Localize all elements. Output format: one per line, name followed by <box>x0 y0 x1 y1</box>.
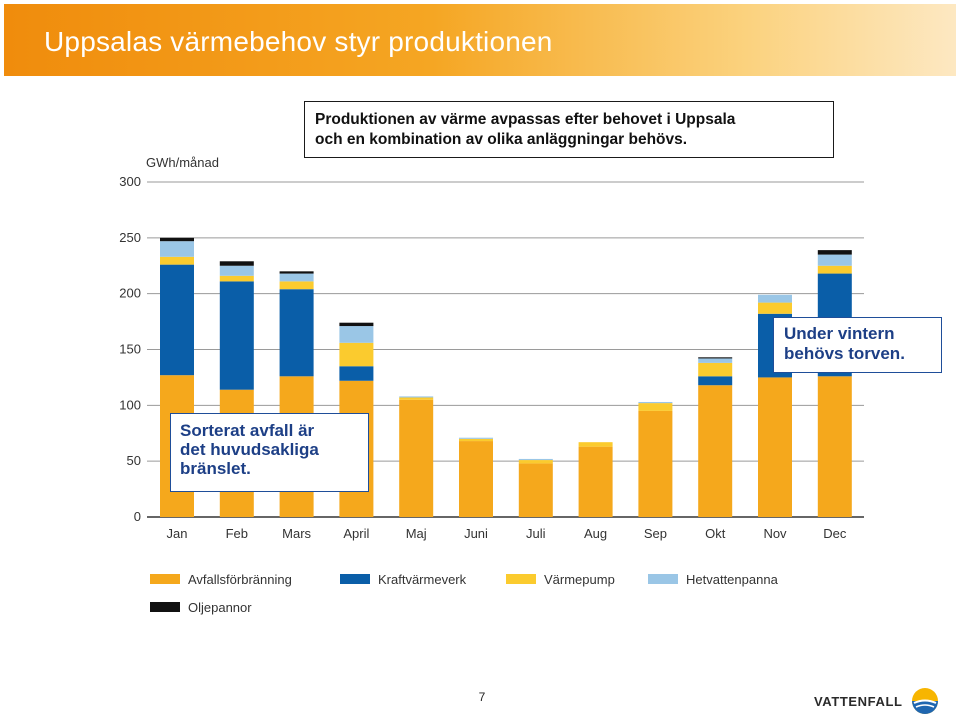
bar-segment <box>698 358 733 363</box>
bar-segment <box>817 250 852 255</box>
bar-segment <box>638 410 673 517</box>
callout-winter-line1: Under vintern <box>784 324 895 343</box>
bar-segment <box>578 442 613 447</box>
bar-segment <box>758 294 792 303</box>
bar-segment <box>518 463 553 517</box>
x-tick-label: Okt <box>705 526 726 541</box>
x-tick-label: April <box>343 526 369 541</box>
bar-segment <box>219 275 254 282</box>
bar-segment <box>160 264 194 376</box>
bar-segment <box>160 256 194 265</box>
bar-segment <box>219 281 254 390</box>
callout-waste-line1: Sorterat avfall är <box>180 421 315 440</box>
bar-segment <box>219 265 254 276</box>
title-bar: Uppsalas värmebehov styr produktionen <box>4 4 956 76</box>
y-tick-label: 250 <box>119 230 141 245</box>
x-tick-label: Maj <box>406 526 427 541</box>
bar-segment <box>339 322 374 327</box>
bar-segment <box>638 403 673 411</box>
bar-segment <box>160 237 194 242</box>
bar-segment <box>399 397 434 400</box>
legend-swatch <box>150 574 180 584</box>
y-tick-label: 200 <box>119 286 141 301</box>
callout-winter-line2: behövs torven. <box>784 344 905 363</box>
bar-segment <box>219 261 254 266</box>
x-tick-label: Jan <box>167 526 188 541</box>
y-tick-label: 300 <box>119 174 141 189</box>
logo-text: VATTENFALL <box>814 694 903 709</box>
legend-label: Kraftvärmeverk <box>378 572 467 587</box>
bar-segment <box>339 342 374 367</box>
x-tick-label: Feb <box>226 526 248 541</box>
bar-segment <box>698 376 733 386</box>
bar-segment <box>459 438 493 442</box>
sun-wave-logo-icon <box>912 688 938 714</box>
y-tick-label: 0 <box>134 509 141 524</box>
legend-swatch <box>506 574 536 584</box>
bar-segment <box>279 289 314 377</box>
y-tick-label: 50 <box>127 453 141 468</box>
bar-segment <box>698 385 733 517</box>
bar-segment <box>459 441 493 517</box>
x-tick-label: Sep <box>644 526 667 541</box>
y-tick-label: 150 <box>119 342 141 357</box>
legend-swatch <box>648 574 678 584</box>
legend-swatch <box>150 602 180 612</box>
callout-sorted-waste: Sorterat avfall är det huvudsakliga brän… <box>170 413 369 492</box>
page-number: 7 <box>478 690 486 704</box>
bar-segment <box>698 362 733 377</box>
y-axis-label: GWh/månad <box>146 155 219 170</box>
bar-segment <box>817 265 852 274</box>
x-tick-label: Dec <box>823 526 847 541</box>
legend-label: Hetvattenpanna <box>686 572 779 587</box>
callout-production: Produktionen av värme avpassas efter beh… <box>304 101 834 158</box>
bar-segment <box>578 446 613 517</box>
bar-segment <box>638 401 673 404</box>
callout-production-line1: Produktionen av värme avpassas efter beh… <box>315 111 736 128</box>
slide-title: Uppsalas värmebehov styr produktionen <box>44 26 553 57</box>
bar-segment <box>279 271 314 274</box>
callout-waste-line2: det huvudsakliga <box>180 440 319 459</box>
x-tick-label: Juli <box>526 526 546 541</box>
bar-segment <box>339 366 374 381</box>
bar-segment <box>399 399 434 517</box>
bar-segment <box>817 254 852 266</box>
bar-segment <box>399 396 434 398</box>
callout-waste-line3: bränslet. <box>180 459 251 478</box>
bar-segment <box>698 357 733 359</box>
x-tick-label: Juni <box>464 526 488 541</box>
legend-swatch <box>340 574 370 584</box>
bar-segment <box>518 460 553 464</box>
bar-segment <box>279 281 314 290</box>
bar-segment <box>817 376 852 517</box>
bar-segment <box>339 326 374 343</box>
callout-winter-peat: Under vintern behövs torven. <box>773 317 942 373</box>
bar-segment <box>758 377 792 517</box>
x-tick-label: Nov <box>763 526 787 541</box>
x-tick-label: Aug <box>584 526 607 541</box>
bar-segment <box>758 302 792 314</box>
bar-segment <box>279 273 314 282</box>
y-tick-label: 100 <box>119 397 141 412</box>
bar-segment <box>518 458 553 461</box>
x-tick-label: Mars <box>282 526 311 541</box>
legend-label: Oljepannor <box>188 600 252 615</box>
legend-label: Avfallsförbränning <box>188 572 292 587</box>
bar-segment <box>459 437 493 439</box>
callout-production-line2: och en kombination av olika anläggningar… <box>315 131 688 148</box>
bar-segment <box>160 241 194 257</box>
legend-label: Värmepump <box>544 572 615 587</box>
